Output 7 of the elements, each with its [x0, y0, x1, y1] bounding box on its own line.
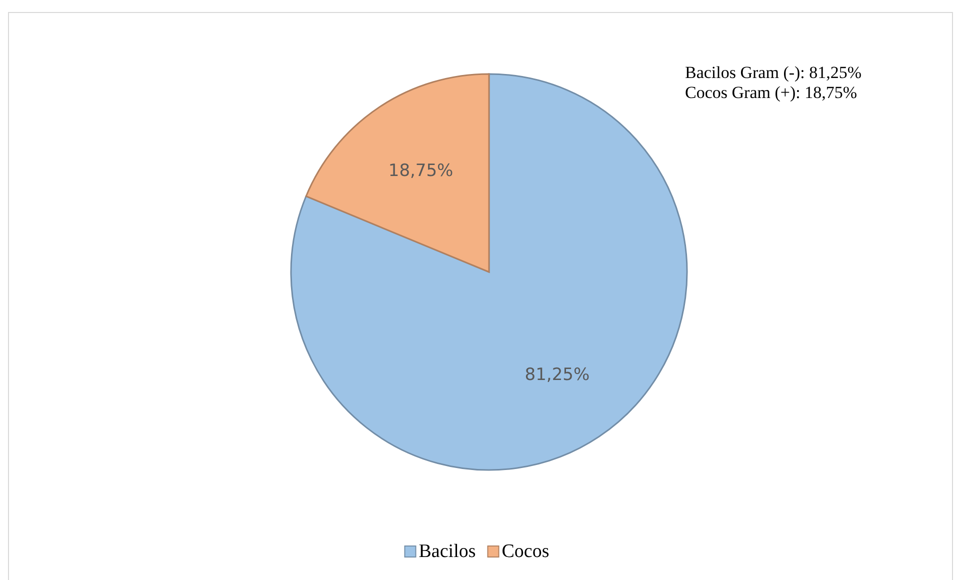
data-label: 18,75%: [388, 160, 454, 181]
pie-slice: [305, 73, 490, 273]
legend-label: Cocos: [502, 541, 550, 562]
legend-label: Bacilos: [418, 541, 476, 562]
data-label: 81,25%: [524, 365, 590, 386]
text: Cocos Gram (+): 18,75%: [685, 83, 858, 102]
text: Bacilos Gram (-): 81,25%: [685, 63, 862, 82]
